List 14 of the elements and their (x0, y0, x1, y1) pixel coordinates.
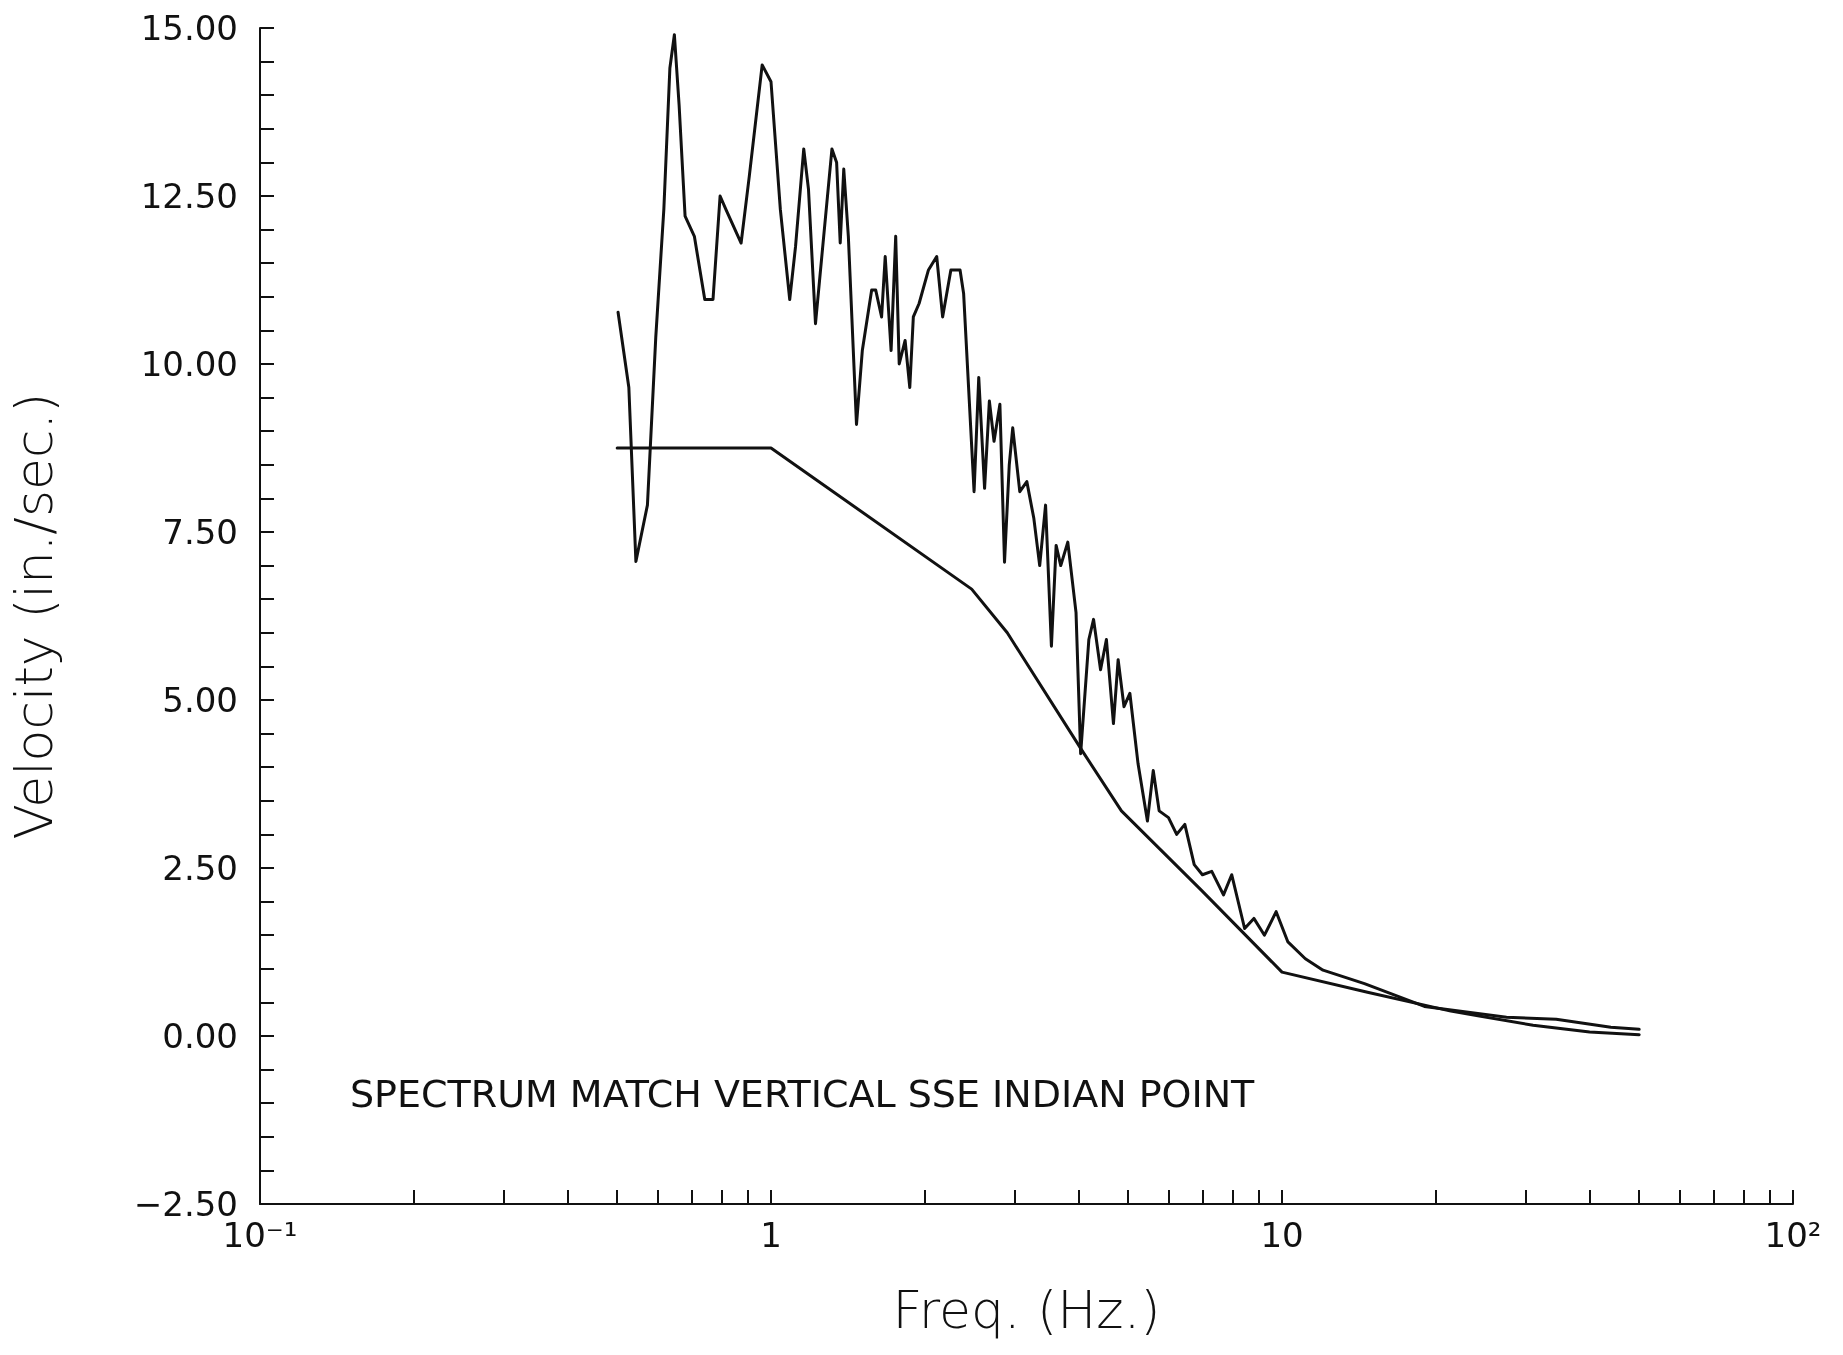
x-axis-title: Freq. (Hz.) (892, 1280, 1161, 1340)
y-tick-label: 15.00 (140, 8, 238, 48)
y-tick-label: 2.50 (162, 848, 238, 888)
y-tick-label: 10.00 (140, 344, 238, 384)
x-tick-label: 10⁻¹ (222, 1215, 298, 1255)
y-tick-label: 5.00 (162, 680, 238, 720)
y-tick-label: 7.50 (162, 512, 238, 552)
y-tick-label: 0.00 (162, 1016, 238, 1056)
annotation: SPECTRUM MATCH VERTICAL SSE INDIAN POINT (350, 1072, 1256, 1116)
x-tick-label: 10² (1764, 1215, 1822, 1255)
x-tick-label: 1 (760, 1215, 782, 1255)
x-tick-label: 10 (1260, 1215, 1304, 1255)
y-tick-label: 12.50 (140, 176, 238, 216)
y-axis-title: Velocity (in./sec.) (4, 392, 64, 840)
